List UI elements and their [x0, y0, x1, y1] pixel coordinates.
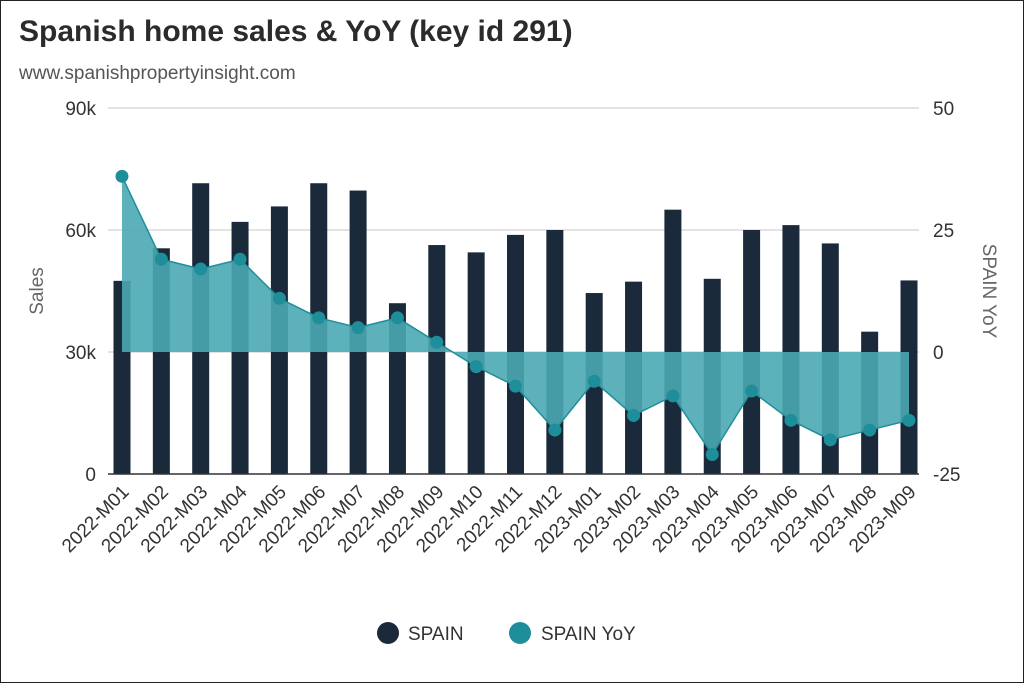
yoy-point[interactable] — [115, 169, 129, 183]
legend-marker-spain — [377, 622, 399, 644]
y-axis-title: Sales — [27, 267, 48, 315]
yoy-point[interactable] — [548, 423, 562, 437]
yoy-series — [115, 169, 916, 461]
yoy-point[interactable] — [627, 408, 641, 422]
y2-tick-label: 50 — [933, 99, 954, 120]
yoy-point[interactable] — [390, 311, 404, 325]
legend: SPAIN SPAIN YoY — [377, 622, 636, 645]
yoy-point[interactable] — [233, 252, 247, 266]
yoy-point[interactable] — [272, 291, 286, 305]
yoy-point[interactable] — [784, 413, 798, 427]
yoy-point[interactable] — [430, 335, 444, 349]
legend-label-spain[interactable]: SPAIN — [408, 624, 464, 645]
bar[interactable] — [428, 245, 446, 474]
legend-label-spain-yoy[interactable]: SPAIN YoY — [541, 624, 636, 645]
bar[interactable] — [782, 225, 800, 474]
yoy-point[interactable] — [587, 374, 601, 388]
yoy-point[interactable] — [194, 262, 208, 276]
yoy-point[interactable] — [666, 389, 680, 403]
yoy-point[interactable] — [469, 360, 483, 374]
y-tick-label: 0 — [85, 465, 96, 486]
y-tick-label: 60k — [65, 221, 96, 242]
chart-title: Spanish home sales & YoY (key id 291) — [19, 15, 573, 48]
y2-axis-title: SPAIN YoY — [978, 244, 999, 339]
yoy-point[interactable] — [509, 379, 522, 393]
bar[interactable] — [664, 209, 682, 474]
yoy-point[interactable] — [745, 384, 759, 398]
yoy-point[interactable] — [902, 413, 916, 427]
legend-marker-spain-yoy — [509, 622, 531, 644]
y2-tick-label: -25 — [933, 465, 960, 486]
yoy-point[interactable] — [823, 433, 837, 447]
y-tick-label: 30k — [65, 343, 96, 364]
y2-tick-label: 0 — [933, 343, 944, 364]
yoy-point[interactable] — [705, 447, 719, 461]
yoy-point[interactable] — [312, 311, 326, 325]
yoy-point[interactable] — [863, 423, 877, 437]
yoy-point[interactable] — [351, 321, 365, 335]
y2-tick-label: 25 — [933, 221, 954, 242]
yoy-point[interactable] — [154, 252, 168, 266]
y-tick-label: 90k — [65, 99, 96, 120]
yoy-area — [122, 176, 909, 455]
chart-subtitle: www.spanishpropertyinsight.com — [19, 63, 296, 84]
